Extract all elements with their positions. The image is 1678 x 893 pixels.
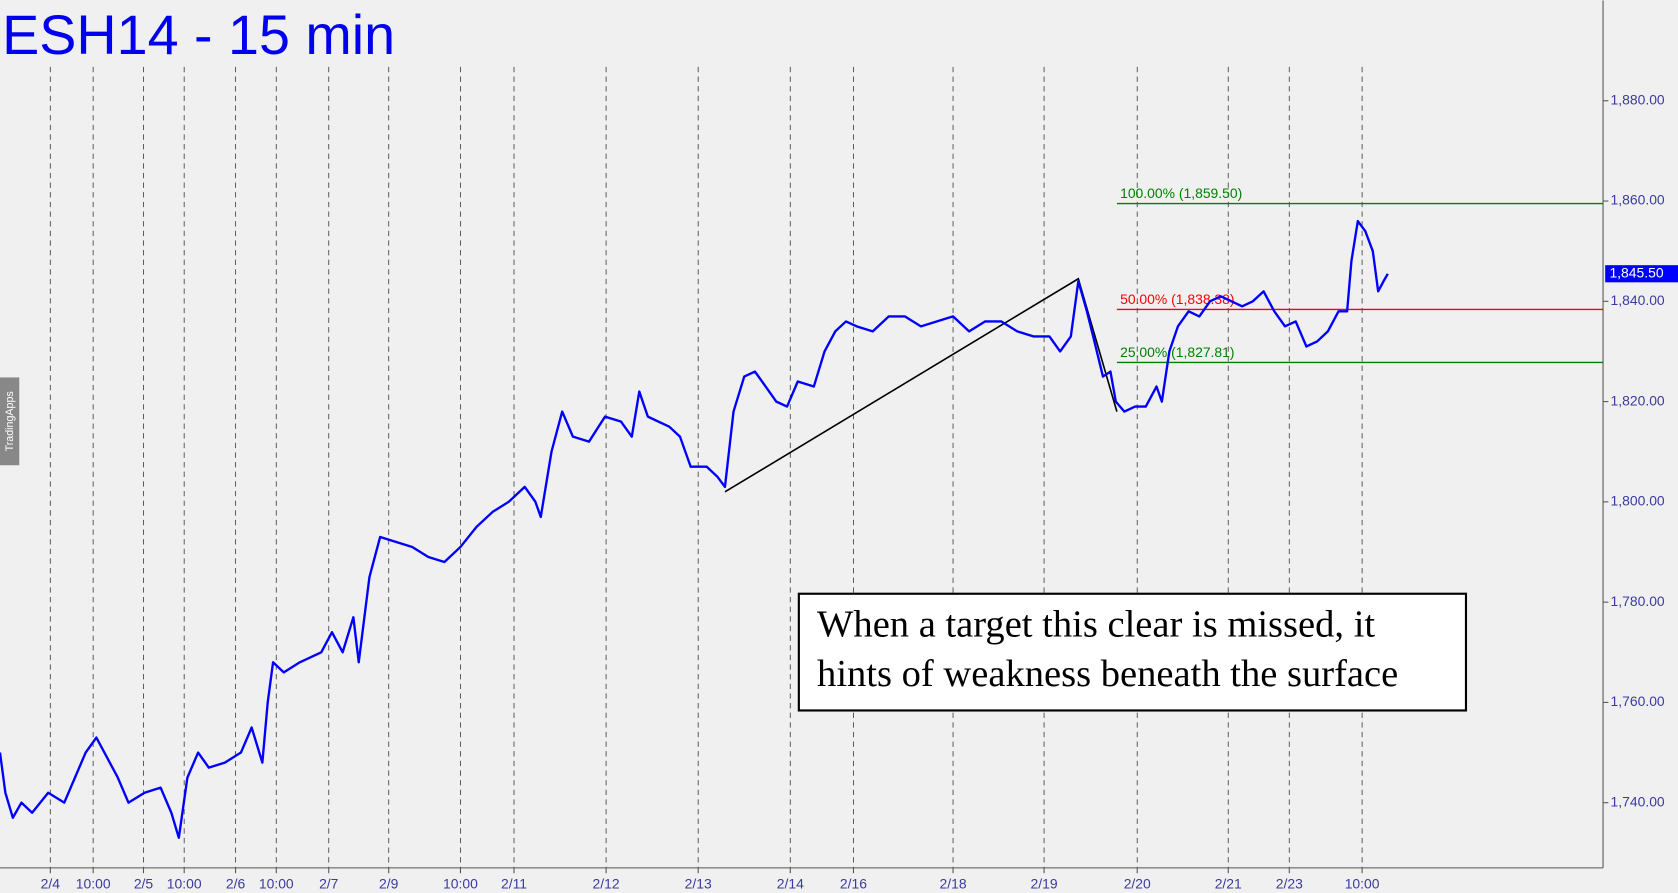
x-tick-label: 2/20 (1124, 876, 1151, 892)
last-price-box (1605, 265, 1678, 283)
x-tick-label: 2/16 (840, 876, 867, 892)
x-tick-label: 10:00 (443, 876, 478, 892)
x-tick-label: 2/21 (1215, 876, 1242, 892)
last-price-label: 1,845.50 (1609, 264, 1663, 280)
side-tab[interactable] (0, 377, 20, 466)
level-label: 50.00% (1,838.38) (1120, 291, 1234, 307)
y-tick-label: 1,780.00 (1611, 593, 1665, 609)
x-tick-label: 2/6 (226, 876, 246, 892)
price-line (0, 219, 1389, 839)
x-tick-label: 2/14 (777, 876, 804, 892)
x-tick-label: 2/4 (41, 876, 61, 892)
x-tick-label: 10:00 (259, 876, 294, 892)
y-tick-label: 1,880.00 (1611, 91, 1665, 107)
trend-line (724, 277, 1118, 493)
side-tab-label: TradingApps (4, 391, 16, 451)
y-tick-label: 1,840.00 (1611, 292, 1665, 308)
x-tick-label: 2/11 (501, 876, 527, 892)
x-tick-label: 10:00 (1345, 876, 1380, 892)
y-tick-label: 1,800.00 (1611, 493, 1665, 509)
annotation-line: When a target this clear is missed, it (817, 604, 1375, 646)
y-tick-label: 1,820.00 (1611, 392, 1665, 408)
annotation-box (797, 592, 1468, 712)
x-tick-label: 2/18 (940, 876, 967, 892)
annotation-line: hints of weakness beneath the surface (817, 653, 1398, 695)
x-tick-label: 2/7 (319, 876, 339, 892)
y-tick-label: 1,860.00 (1611, 192, 1665, 208)
x-tick-label: 2/23 (1276, 876, 1303, 892)
level-label: 25.00% (1,827.81) (1120, 344, 1234, 360)
x-tick-label: 10:00 (167, 876, 202, 892)
y-tick-label: 1,740.00 (1611, 793, 1665, 809)
level-label: 100.00% (1,859.50) (1120, 185, 1242, 201)
x-tick-label: 10:00 (76, 876, 111, 892)
x-tick-label: 2/12 (593, 876, 620, 892)
x-tick-label: 2/5 (134, 876, 154, 892)
x-tick-label: 2/9 (379, 876, 399, 892)
y-tick-label: 1,760.00 (1611, 693, 1665, 709)
x-tick-label: 2/19 (1031, 876, 1058, 892)
x-tick-label: 2/13 (685, 876, 712, 892)
grid (49, 66, 1363, 868)
chart-title: ESH14 - 15 min (2, 4, 395, 66)
